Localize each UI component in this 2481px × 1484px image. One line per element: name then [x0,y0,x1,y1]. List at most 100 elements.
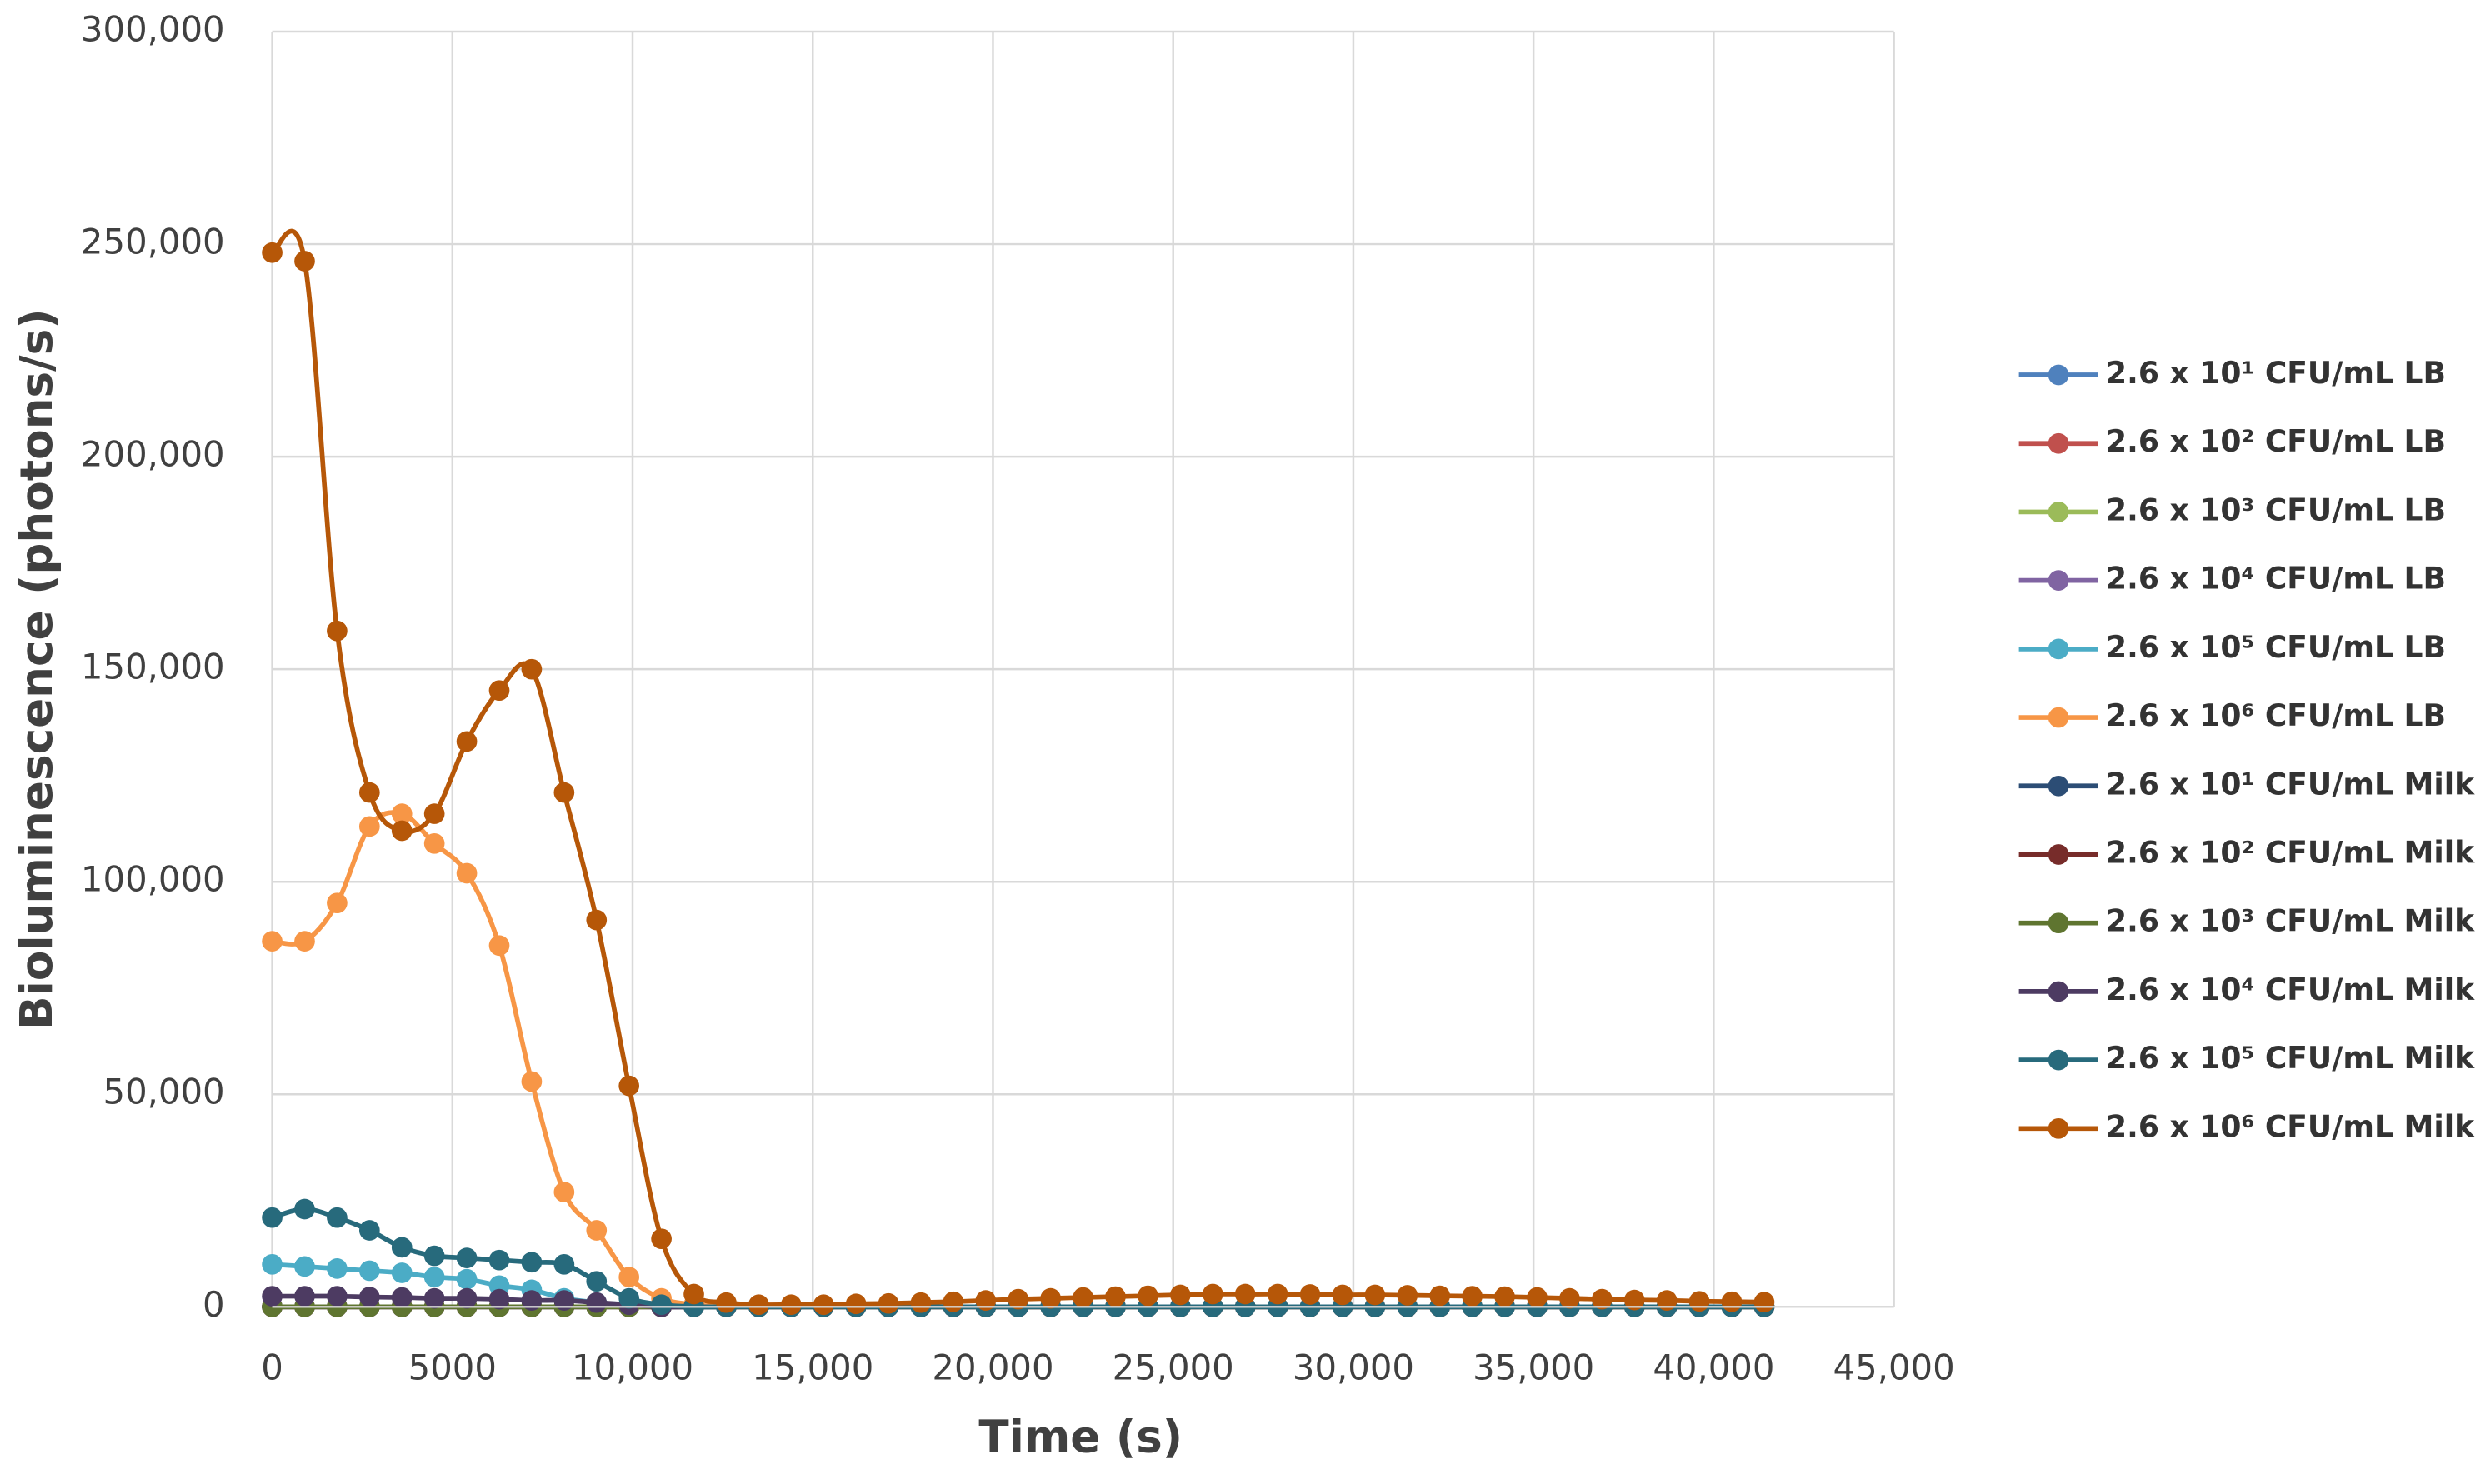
data-point [327,620,348,642]
legend-label: 2.6 x 10³ CFU/mL Milk [2106,904,2475,939]
data-point [423,1267,445,1287]
data-point [1429,1285,1451,1307]
data-point [1267,1283,1288,1305]
data-point [813,1294,834,1316]
y-tick-label: 100,000 [81,859,225,900]
x-tick-label: 35,000 [1473,1347,1594,1388]
legend-label: 2.6 x 10¹ CFU/mL Milk [2106,767,2475,802]
data-point [1332,1284,1353,1306]
data-point [1527,1287,1548,1308]
data-point [391,1287,413,1308]
x-tick-label: 30,000 [1293,1347,1414,1388]
legend-label: 2.6 x 10⁶ CFU/mL LB [2106,698,2446,733]
data-point [294,1256,315,1277]
legend-label: 2.6 x 10³ CFU/mL LB [2106,492,2446,527]
y-tick-label: 150,000 [81,647,225,687]
data-point [1397,1285,1418,1306]
data-point [910,1292,932,1313]
data-point [488,1288,510,1310]
legend-label: 2.6 x 10⁴ CFU/mL Milk [2106,972,2475,1007]
series-line [272,810,1764,1310]
data-point [1494,1286,1515,1307]
data-point [1138,1285,1158,1307]
data-point [1299,1284,1321,1305]
data-point [262,1207,283,1228]
x-tick-label: 5000 [408,1347,497,1388]
legend-marker [2048,638,2069,660]
data-point [294,1286,315,1307]
data-point [327,1286,348,1307]
data-point [586,1292,608,1313]
y-tick-label: 250,000 [81,222,225,262]
data-point [1170,1284,1191,1306]
data-point [716,1292,737,1313]
data-point [618,1075,640,1097]
legend-label: 2.6 x 10² CFU/mL LB [2106,424,2446,459]
data-point [845,1293,867,1315]
legend-label: 2.6 x 10¹ CFU/mL LB [2106,356,2446,391]
data-point [1559,1287,1580,1309]
data-point [456,731,478,752]
x-tick-label: 25,000 [1113,1347,1234,1388]
data-point [327,1207,348,1228]
data-point [521,1290,543,1311]
legend-marker [2048,502,2069,522]
data-point [1040,1287,1062,1309]
data-point [1753,1292,1775,1313]
data-point [1105,1286,1126,1307]
data-point [456,1287,478,1309]
data-point [358,816,380,837]
data-point [1462,1286,1483,1307]
data-point [651,1228,672,1250]
data-point [1364,1284,1386,1306]
legend-marker [2048,844,2069,865]
data-point [586,909,608,931]
data-point [1656,1290,1678,1311]
data-point [262,1253,283,1275]
data-point [521,1071,543,1092]
data-point [456,862,478,884]
data-point [878,1292,899,1314]
legend-marker [2048,912,2069,934]
x-tick-label: 10,000 [572,1347,693,1388]
data-point [327,1258,348,1279]
data-point [358,1287,380,1307]
data-point [1073,1287,1093,1308]
data-point [553,782,575,803]
legend-marker [2048,364,2069,386]
legend-marker [2048,775,2069,797]
data-point [423,1245,445,1267]
data-point [553,1290,575,1311]
legend-label: 2.6 x 10⁵ CFU/mL Milk [2106,1041,2475,1076]
data-point [1688,1291,1710,1312]
data-point [748,1294,769,1316]
data-point [456,1268,478,1290]
legend-label: 2.6 x 10⁶ CFU/mL Milk [2106,1109,2475,1144]
data-point [975,1290,997,1311]
data-point [651,1294,672,1316]
data-point [391,803,413,824]
series-line [269,228,1764,1307]
x-axis-title: Time (s) [978,1411,1183,1462]
data-point [683,1283,704,1305]
legend-label: 2.6 x 10⁴ CFU/mL LB [2106,562,2446,597]
data-point [423,1287,445,1309]
data-point [294,1198,315,1220]
y-tick-label: 300,000 [81,9,225,50]
x-tick-label: 40,000 [1653,1347,1774,1388]
x-tick-label: 45,000 [1833,1347,1955,1388]
data-point [456,1247,478,1268]
data-point [358,782,380,803]
x-tick-label: 20,000 [932,1347,1053,1388]
data-point [262,242,283,263]
data-point [423,832,445,854]
x-tick-label: 0 [261,1347,283,1388]
legend-marker [2048,1117,2069,1139]
data-point [488,935,510,957]
legend-marker [2048,432,2069,454]
data-point [423,803,445,824]
data-point [488,1249,510,1271]
data-point [1234,1283,1256,1305]
legend-marker [2048,1049,2069,1071]
data-point [521,1252,543,1273]
